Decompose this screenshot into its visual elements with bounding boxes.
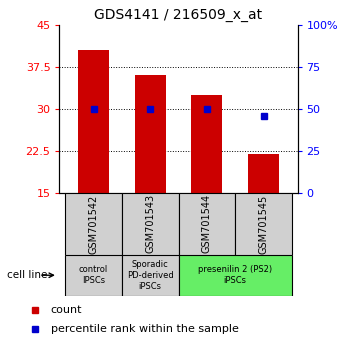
Text: GSM701543: GSM701543 — [145, 194, 155, 253]
Bar — [78, 50, 109, 193]
Bar — [122, 255, 178, 296]
Bar — [191, 95, 222, 193]
Text: Sporadic
PD-derived
iPSCs: Sporadic PD-derived iPSCs — [127, 259, 173, 291]
Bar — [178, 255, 292, 296]
Text: GSM701542: GSM701542 — [88, 194, 99, 253]
Text: percentile rank within the sample: percentile rank within the sample — [51, 324, 239, 333]
Bar — [122, 193, 178, 255]
Text: cell line: cell line — [7, 270, 47, 280]
Text: count: count — [51, 305, 82, 315]
Bar — [178, 193, 235, 255]
Title: GDS4141 / 216509_x_at: GDS4141 / 216509_x_at — [95, 8, 262, 22]
Text: control
IPSCs: control IPSCs — [79, 265, 108, 285]
Bar — [65, 255, 122, 296]
Bar — [135, 75, 166, 193]
Bar — [248, 154, 279, 193]
Text: GSM701545: GSM701545 — [258, 194, 269, 253]
Bar — [65, 193, 122, 255]
Bar — [235, 193, 292, 255]
Text: presenilin 2 (PS2)
iPSCs: presenilin 2 (PS2) iPSCs — [198, 265, 272, 285]
Text: GSM701544: GSM701544 — [202, 194, 212, 253]
